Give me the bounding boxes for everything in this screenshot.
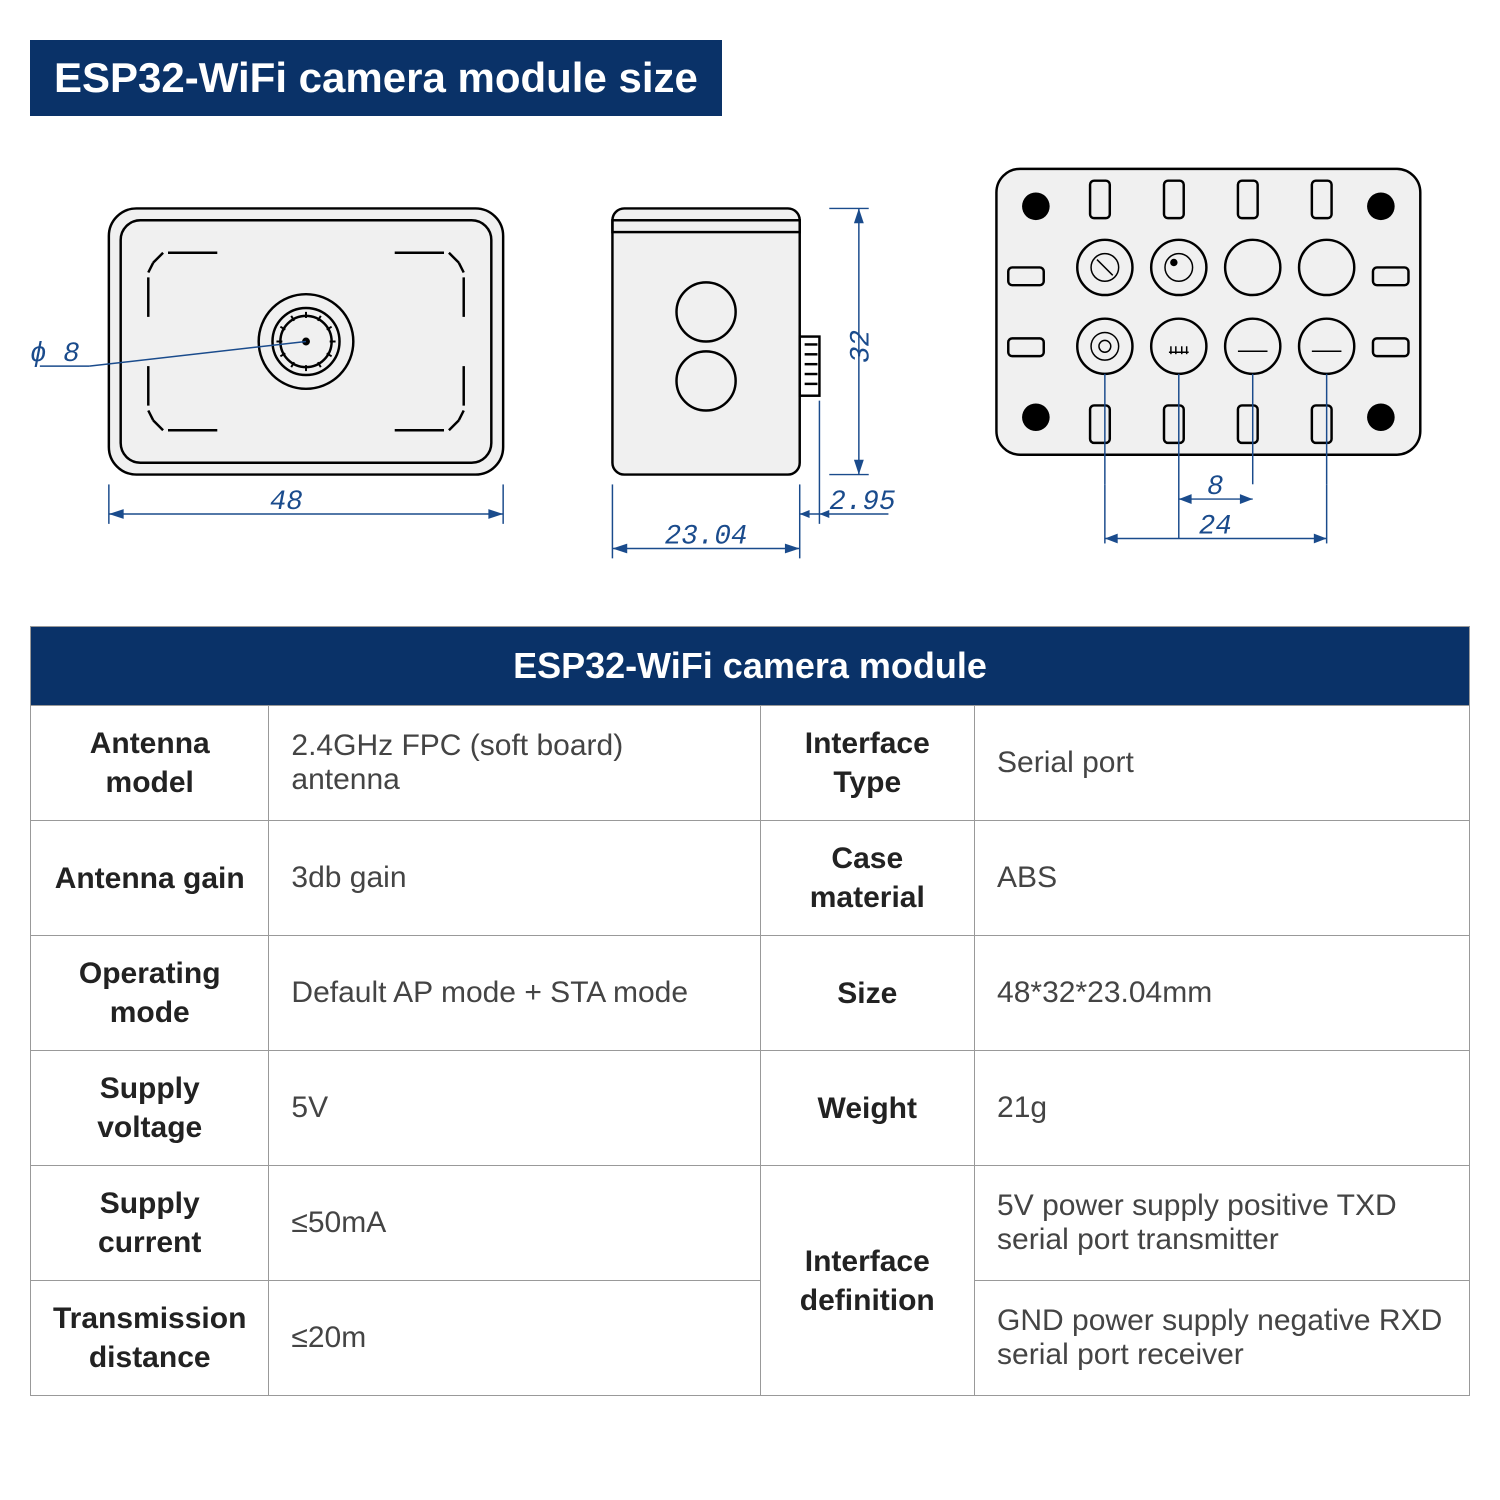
- bottom-view: 8 24: [957, 146, 1470, 586]
- cell-label: Operating mode: [31, 936, 269, 1051]
- dim-height: 32: [846, 330, 877, 363]
- cell-value: GND power supply negative RXD serial por…: [975, 1281, 1470, 1396]
- cell-value: ≤50mA: [269, 1166, 760, 1281]
- front-view: ϕ 8 48: [30, 166, 543, 586]
- dim-width: 48: [270, 487, 303, 518]
- cell-value: Default AP mode + STA mode: [269, 936, 760, 1051]
- dim-depth: 23.04: [664, 522, 747, 553]
- table-row: Antenna gain 3db gain Case material ABS: [31, 821, 1470, 936]
- cell-label: Case material: [760, 821, 975, 936]
- dim-pitch: 8: [1207, 472, 1224, 503]
- cell-label: Size: [760, 936, 975, 1051]
- cell-value: 21g: [975, 1051, 1470, 1166]
- cell-value: 2.4GHz FPC (soft board) antenna: [269, 706, 760, 821]
- table-row: Operating mode Default AP mode + STA mod…: [31, 936, 1470, 1051]
- cell-value: 48*32*23.04mm: [975, 936, 1470, 1051]
- table-row: Antenna model 2.4GHz FPC (soft board) an…: [31, 706, 1470, 821]
- cell-label: Interface definition: [760, 1166, 975, 1396]
- table-header: ESP32-WiFi camera module: [31, 627, 1470, 706]
- cell-label: Transmission distance: [31, 1281, 269, 1396]
- table-row: Transmission distance ≤20m GND power sup…: [31, 1281, 1470, 1396]
- table-row: Supply current ≤50mA Interface definitio…: [31, 1166, 1470, 1281]
- cell-label: Weight: [760, 1051, 975, 1166]
- cell-label: Interface Type: [760, 706, 975, 821]
- spec-table: ESP32-WiFi camera module Antenna model 2…: [30, 626, 1470, 1396]
- cell-value: ABS: [975, 821, 1470, 936]
- cell-value: 5V power supply positive TXD serial port…: [975, 1166, 1470, 1281]
- cell-value: 3db gain: [269, 821, 760, 936]
- technical-drawings: ϕ 8 48 32 23.04: [30, 146, 1470, 586]
- side-view: 32 23.04 2.95: [573, 166, 928, 586]
- dim-tab: 2.95: [829, 487, 895, 518]
- dim-lens-dia: ϕ 8: [30, 339, 80, 370]
- cell-value: Serial port: [975, 706, 1470, 821]
- cell-label: Antenna model: [31, 706, 269, 821]
- cell-label: Supply voltage: [31, 1051, 269, 1166]
- table-row: Supply voltage 5V Weight 21g: [31, 1051, 1470, 1166]
- dim-span: 24: [1199, 512, 1232, 543]
- cell-label: Supply current: [31, 1166, 269, 1281]
- cell-label: Antenna gain: [31, 821, 269, 936]
- cell-value: ≤20m: [269, 1281, 760, 1396]
- page-title: ESP32-WiFi camera module size: [30, 40, 722, 116]
- cell-value: 5V: [269, 1051, 760, 1166]
